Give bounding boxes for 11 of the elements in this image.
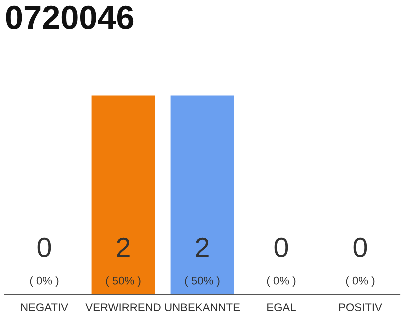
x-tick-label: UNBEKANNTE: [165, 304, 240, 312]
x-tick-label: VERWIRREND: [86, 304, 161, 312]
x-tick-label: NEGATIV: [21, 304, 68, 312]
data-label: 2 ( 50% ): [106, 238, 141, 287]
data-label: 0 ( 0% ): [267, 238, 296, 287]
x-tick-label: EGAL: [268, 304, 296, 312]
data-label: 0 ( 0% ): [30, 238, 59, 287]
data-label: 2 ( 50% ): [185, 238, 220, 287]
x-tick-label: POSITIV: [339, 304, 382, 312]
data-label: 0 ( 0% ): [346, 238, 375, 287]
chart-title: 0720046: [6, 6, 134, 30]
